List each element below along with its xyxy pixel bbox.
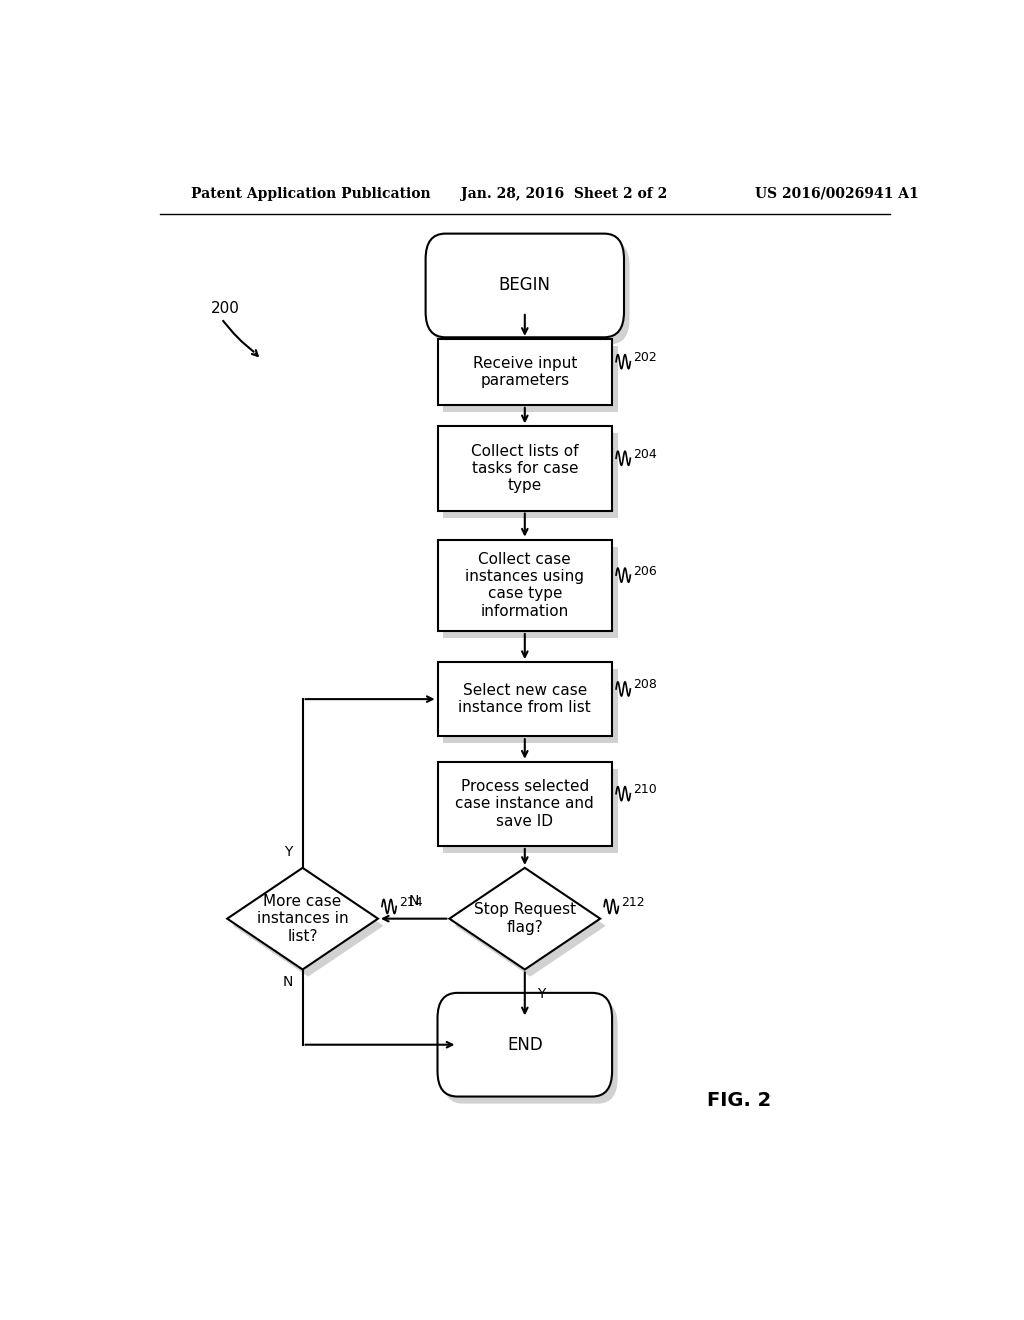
Text: 206: 206 [634,565,657,578]
Text: Select new case
instance from list: Select new case instance from list [459,682,591,715]
Text: 214: 214 [399,896,423,909]
Text: 210: 210 [634,783,657,796]
Text: 202: 202 [634,351,657,364]
Text: Patent Application Publication: Patent Application Publication [191,187,431,201]
Text: FIG. 2: FIG. 2 [708,1092,771,1110]
FancyBboxPatch shape [443,546,617,638]
FancyBboxPatch shape [443,1001,617,1104]
Text: Y: Y [538,987,546,1001]
Text: Stop Request
flag?: Stop Request flag? [474,903,575,935]
Text: END: END [507,1036,543,1053]
FancyBboxPatch shape [437,762,612,846]
Text: BEGIN: BEGIN [499,276,551,294]
Polygon shape [450,867,600,969]
Polygon shape [227,867,378,969]
Text: Y: Y [284,845,293,858]
FancyBboxPatch shape [437,993,612,1097]
FancyBboxPatch shape [443,346,617,412]
FancyBboxPatch shape [443,433,617,517]
Text: 204: 204 [634,447,657,461]
Text: Process selected
case instance and
save ID: Process selected case instance and save … [456,779,594,829]
FancyBboxPatch shape [437,426,612,511]
FancyBboxPatch shape [437,540,612,631]
Text: Collect case
instances using
case type
information: Collect case instances using case type i… [465,552,585,619]
Text: More case
instances in
list?: More case instances in list? [257,894,348,944]
Text: 200: 200 [211,301,241,315]
Text: Collect lists of
tasks for case
type: Collect lists of tasks for case type [471,444,579,494]
FancyBboxPatch shape [437,663,612,737]
Text: Jan. 28, 2016  Sheet 2 of 2: Jan. 28, 2016 Sheet 2 of 2 [461,187,668,201]
Text: N: N [409,895,419,908]
FancyBboxPatch shape [443,669,617,743]
Polygon shape [232,875,384,977]
FancyBboxPatch shape [431,240,630,345]
Text: N: N [283,974,294,989]
Text: Receive input
parameters: Receive input parameters [473,355,577,388]
FancyBboxPatch shape [426,234,624,338]
FancyBboxPatch shape [443,768,617,853]
Text: 212: 212 [622,896,645,909]
Text: US 2016/0026941 A1: US 2016/0026941 A1 [755,187,919,201]
Text: 208: 208 [634,678,657,692]
FancyBboxPatch shape [437,339,612,405]
Polygon shape [455,875,606,977]
